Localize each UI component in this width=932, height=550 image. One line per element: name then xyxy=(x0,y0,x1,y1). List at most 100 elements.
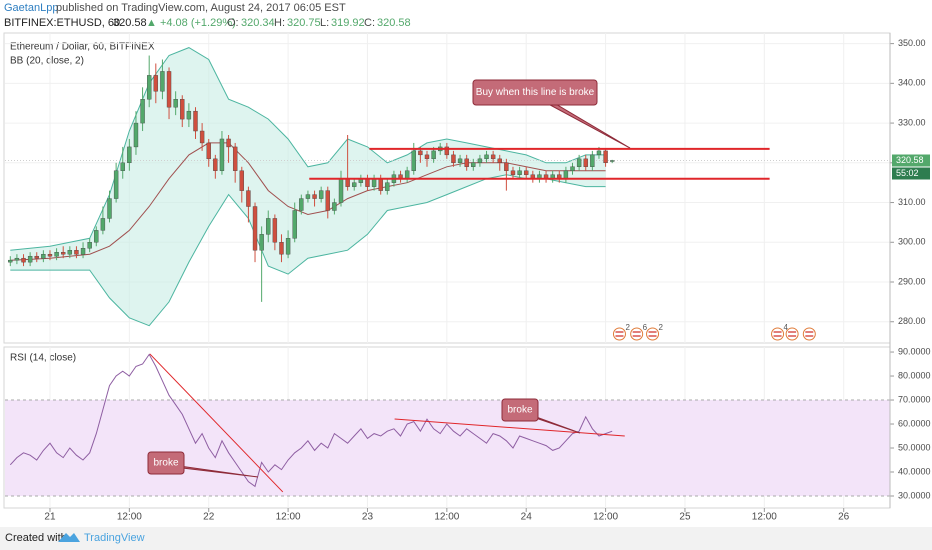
y-tick-label: 50.0000 xyxy=(898,442,931,452)
callout-box xyxy=(501,398,539,422)
drawn-line xyxy=(149,353,284,493)
event-icon xyxy=(785,327,799,341)
candle-body xyxy=(120,162,125,171)
candle-body xyxy=(14,257,20,261)
x-tick-label: 23 xyxy=(362,512,374,523)
x-tick-label: 24 xyxy=(521,512,533,523)
candle-body xyxy=(199,130,205,144)
candle-body xyxy=(570,166,575,171)
candle-body xyxy=(74,250,79,255)
footer-created: Created with xyxy=(5,532,67,544)
candle-body xyxy=(226,138,231,148)
candle-body xyxy=(219,138,225,171)
candle-body xyxy=(404,170,410,179)
x-tick-label: 12:00 xyxy=(276,512,301,523)
countdown-label: 55:02 xyxy=(896,168,919,178)
candle-body xyxy=(34,255,39,259)
candle-body xyxy=(41,253,46,259)
candle-body xyxy=(576,158,582,167)
last-price-box xyxy=(892,154,930,167)
candle-body xyxy=(259,234,264,251)
candle-body xyxy=(146,75,152,100)
x-tick-label: 25 xyxy=(679,512,691,523)
event-flag xyxy=(615,331,624,337)
candle-body xyxy=(603,150,608,164)
candle-body xyxy=(140,99,145,124)
candle-body xyxy=(67,250,73,255)
candle-body xyxy=(113,170,119,199)
event-icon xyxy=(802,327,816,341)
event-flag xyxy=(788,331,797,337)
candle-body xyxy=(80,248,86,255)
event-count: 2 xyxy=(625,323,630,332)
candle-body xyxy=(352,182,357,187)
brand-logo xyxy=(58,533,80,542)
candle-body xyxy=(345,178,350,187)
y-tick-label: 90.0000 xyxy=(898,346,931,356)
candle-body xyxy=(266,218,271,235)
x-tick-label: 12:00 xyxy=(434,512,459,523)
candle-body xyxy=(61,252,66,255)
footer-brand: TradingView xyxy=(84,532,145,544)
candle-body xyxy=(490,154,496,160)
candle-body xyxy=(583,158,588,167)
candle-body xyxy=(457,158,463,164)
candle-body xyxy=(385,182,390,191)
candle-body xyxy=(232,146,238,171)
candle-body xyxy=(8,259,13,263)
candle-body xyxy=(332,202,337,211)
event-flag xyxy=(632,331,641,337)
candle-body xyxy=(484,154,489,160)
candle-body xyxy=(186,110,192,120)
countdown-box xyxy=(892,167,930,180)
candle-body xyxy=(563,170,569,179)
candle-body xyxy=(206,142,211,160)
candle-body xyxy=(365,178,370,187)
event-count: 2 xyxy=(659,323,664,332)
y-tick-label: 60.0000 xyxy=(898,418,931,428)
h-value: 320.75 xyxy=(287,17,321,29)
event-icon xyxy=(612,327,626,341)
candle-body xyxy=(524,170,529,175)
rsi-band xyxy=(5,400,890,497)
candle-body xyxy=(100,218,106,231)
candle-body xyxy=(596,150,602,156)
rsi-line xyxy=(9,353,613,488)
event-count: 4 xyxy=(784,323,789,332)
candle-body xyxy=(318,190,324,199)
event-icon xyxy=(646,327,660,341)
candle-body xyxy=(239,170,244,191)
y-tick-label: 280.00 xyxy=(898,316,926,326)
x-tick-label: 12:00 xyxy=(752,512,777,523)
candle-body xyxy=(54,252,59,257)
c-value: 320.58 xyxy=(377,17,411,29)
y-tick-label: 40.0000 xyxy=(898,466,931,476)
o-label: O: xyxy=(227,17,239,29)
candle-body xyxy=(285,238,291,255)
candle-body xyxy=(153,75,159,92)
candle-body xyxy=(213,158,218,171)
footer-bar xyxy=(0,527,932,550)
candle-body xyxy=(371,178,377,187)
candle-body xyxy=(292,210,297,239)
candle-body xyxy=(504,162,509,171)
published: published on TradingView.com, August 24,… xyxy=(56,2,346,14)
bb-name: BB (20, close, 2) xyxy=(10,56,84,67)
candle-body xyxy=(166,71,172,108)
y-tick-label: 30.0000 xyxy=(898,490,931,500)
x-tick-label: 21 xyxy=(44,512,56,523)
candle-body xyxy=(173,99,178,108)
candle-body xyxy=(127,146,132,164)
candle-body xyxy=(133,122,139,148)
y-tick-label: 290.00 xyxy=(898,276,926,286)
candle-body xyxy=(312,194,317,199)
candle-body xyxy=(160,71,165,92)
header-price: 320.58 xyxy=(113,17,147,29)
callout-box xyxy=(147,451,185,475)
x-tick-label: 12:00 xyxy=(593,512,618,523)
y-tick-label: 70.0000 xyxy=(898,394,931,404)
o-value: 320.34 xyxy=(241,17,275,29)
candle-body xyxy=(424,154,430,160)
y-tick-label: 340.00 xyxy=(898,78,926,88)
